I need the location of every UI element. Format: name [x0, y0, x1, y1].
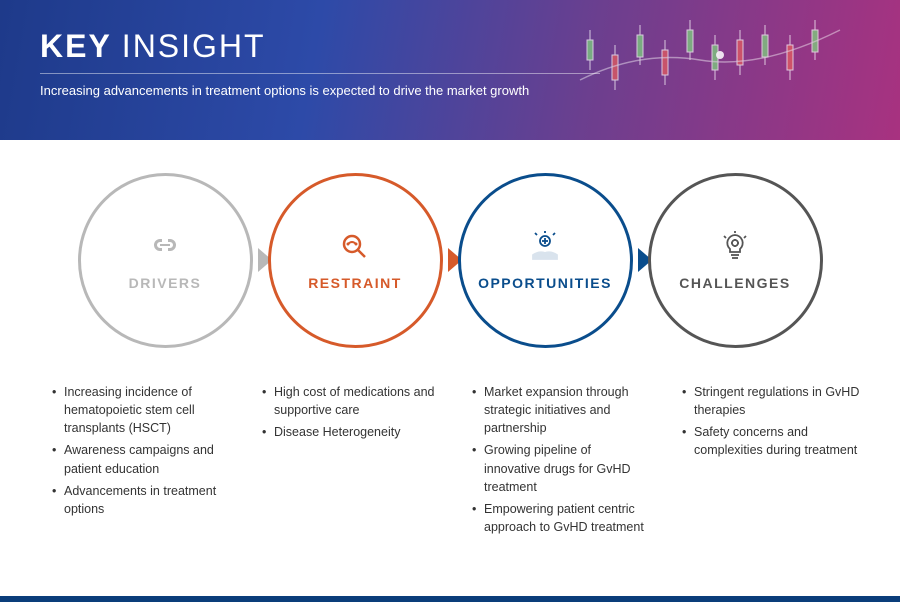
circles-row: DRIVERS RESTRAINT OPPORTUNITIES CHALLENGES: [40, 165, 860, 355]
subtitle: Increasing advancements in treatment opt…: [40, 82, 580, 100]
footer-line: [0, 596, 900, 602]
bullet-item: Disease Heterogeneity: [262, 423, 440, 441]
circle-drivers: DRIVERS: [70, 165, 260, 355]
bullet-item: Increasing incidence of hematopoietic st…: [52, 383, 230, 437]
bulb-gear-icon: [717, 229, 753, 265]
circle: OPPORTUNITIES: [458, 173, 633, 348]
bullet-item: Advancements in treatment options: [52, 482, 230, 518]
circle-challenges: CHALLENGES: [640, 165, 830, 355]
bullets-restraint: High cost of medications and supportive …: [250, 383, 440, 540]
bullet-item: Growing pipeline of innovative drugs for…: [472, 441, 650, 495]
title-bold: KEY: [40, 28, 112, 65]
bullet-item: High cost of medications and supportive …: [262, 383, 440, 419]
chart-graphic: [560, 10, 880, 130]
link-icon: [147, 229, 183, 265]
content: DRIVERSRESTRAINTOPPORTUNITIESCHALLENGES …: [0, 165, 900, 560]
circle-label: CHALLENGES: [679, 275, 790, 291]
bullets-opportunities: Market expansion through strategic initi…: [460, 383, 650, 540]
texts-row: Increasing incidence of hematopoietic st…: [40, 383, 860, 540]
bullet-item: Safety concerns and complexities during …: [682, 423, 860, 459]
bullet-item: Stringent regulations in GvHD therapies: [682, 383, 860, 419]
circle-restraint: RESTRAINT: [260, 165, 450, 355]
hand-plus-icon: [527, 229, 563, 265]
bullets-challenges: Stringent regulations in GvHD therapies S…: [670, 383, 860, 540]
circle-opportunities: OPPORTUNITIES: [450, 165, 640, 355]
bullet-item: Empowering patient centric approach to G…: [472, 500, 650, 536]
bullet-item: Market expansion through strategic initi…: [472, 383, 650, 437]
circle: RESTRAINT: [268, 173, 443, 348]
title-light: INSIGHT: [122, 28, 266, 65]
title-divider: [40, 73, 600, 74]
circle-label: OPPORTUNITIES: [478, 275, 612, 291]
circle-label: RESTRAINT: [308, 275, 402, 291]
circle: CHALLENGES: [648, 173, 823, 348]
header: KEY INSIGHT Increasing advancements in t…: [0, 0, 900, 140]
circle: DRIVERS: [78, 173, 253, 348]
bullets-drivers: Increasing incidence of hematopoietic st…: [40, 383, 230, 540]
circle-label: DRIVERS: [129, 275, 202, 291]
bullet-item: Awareness campaigns and patient educatio…: [52, 441, 230, 477]
magnify-icon: [337, 229, 373, 265]
